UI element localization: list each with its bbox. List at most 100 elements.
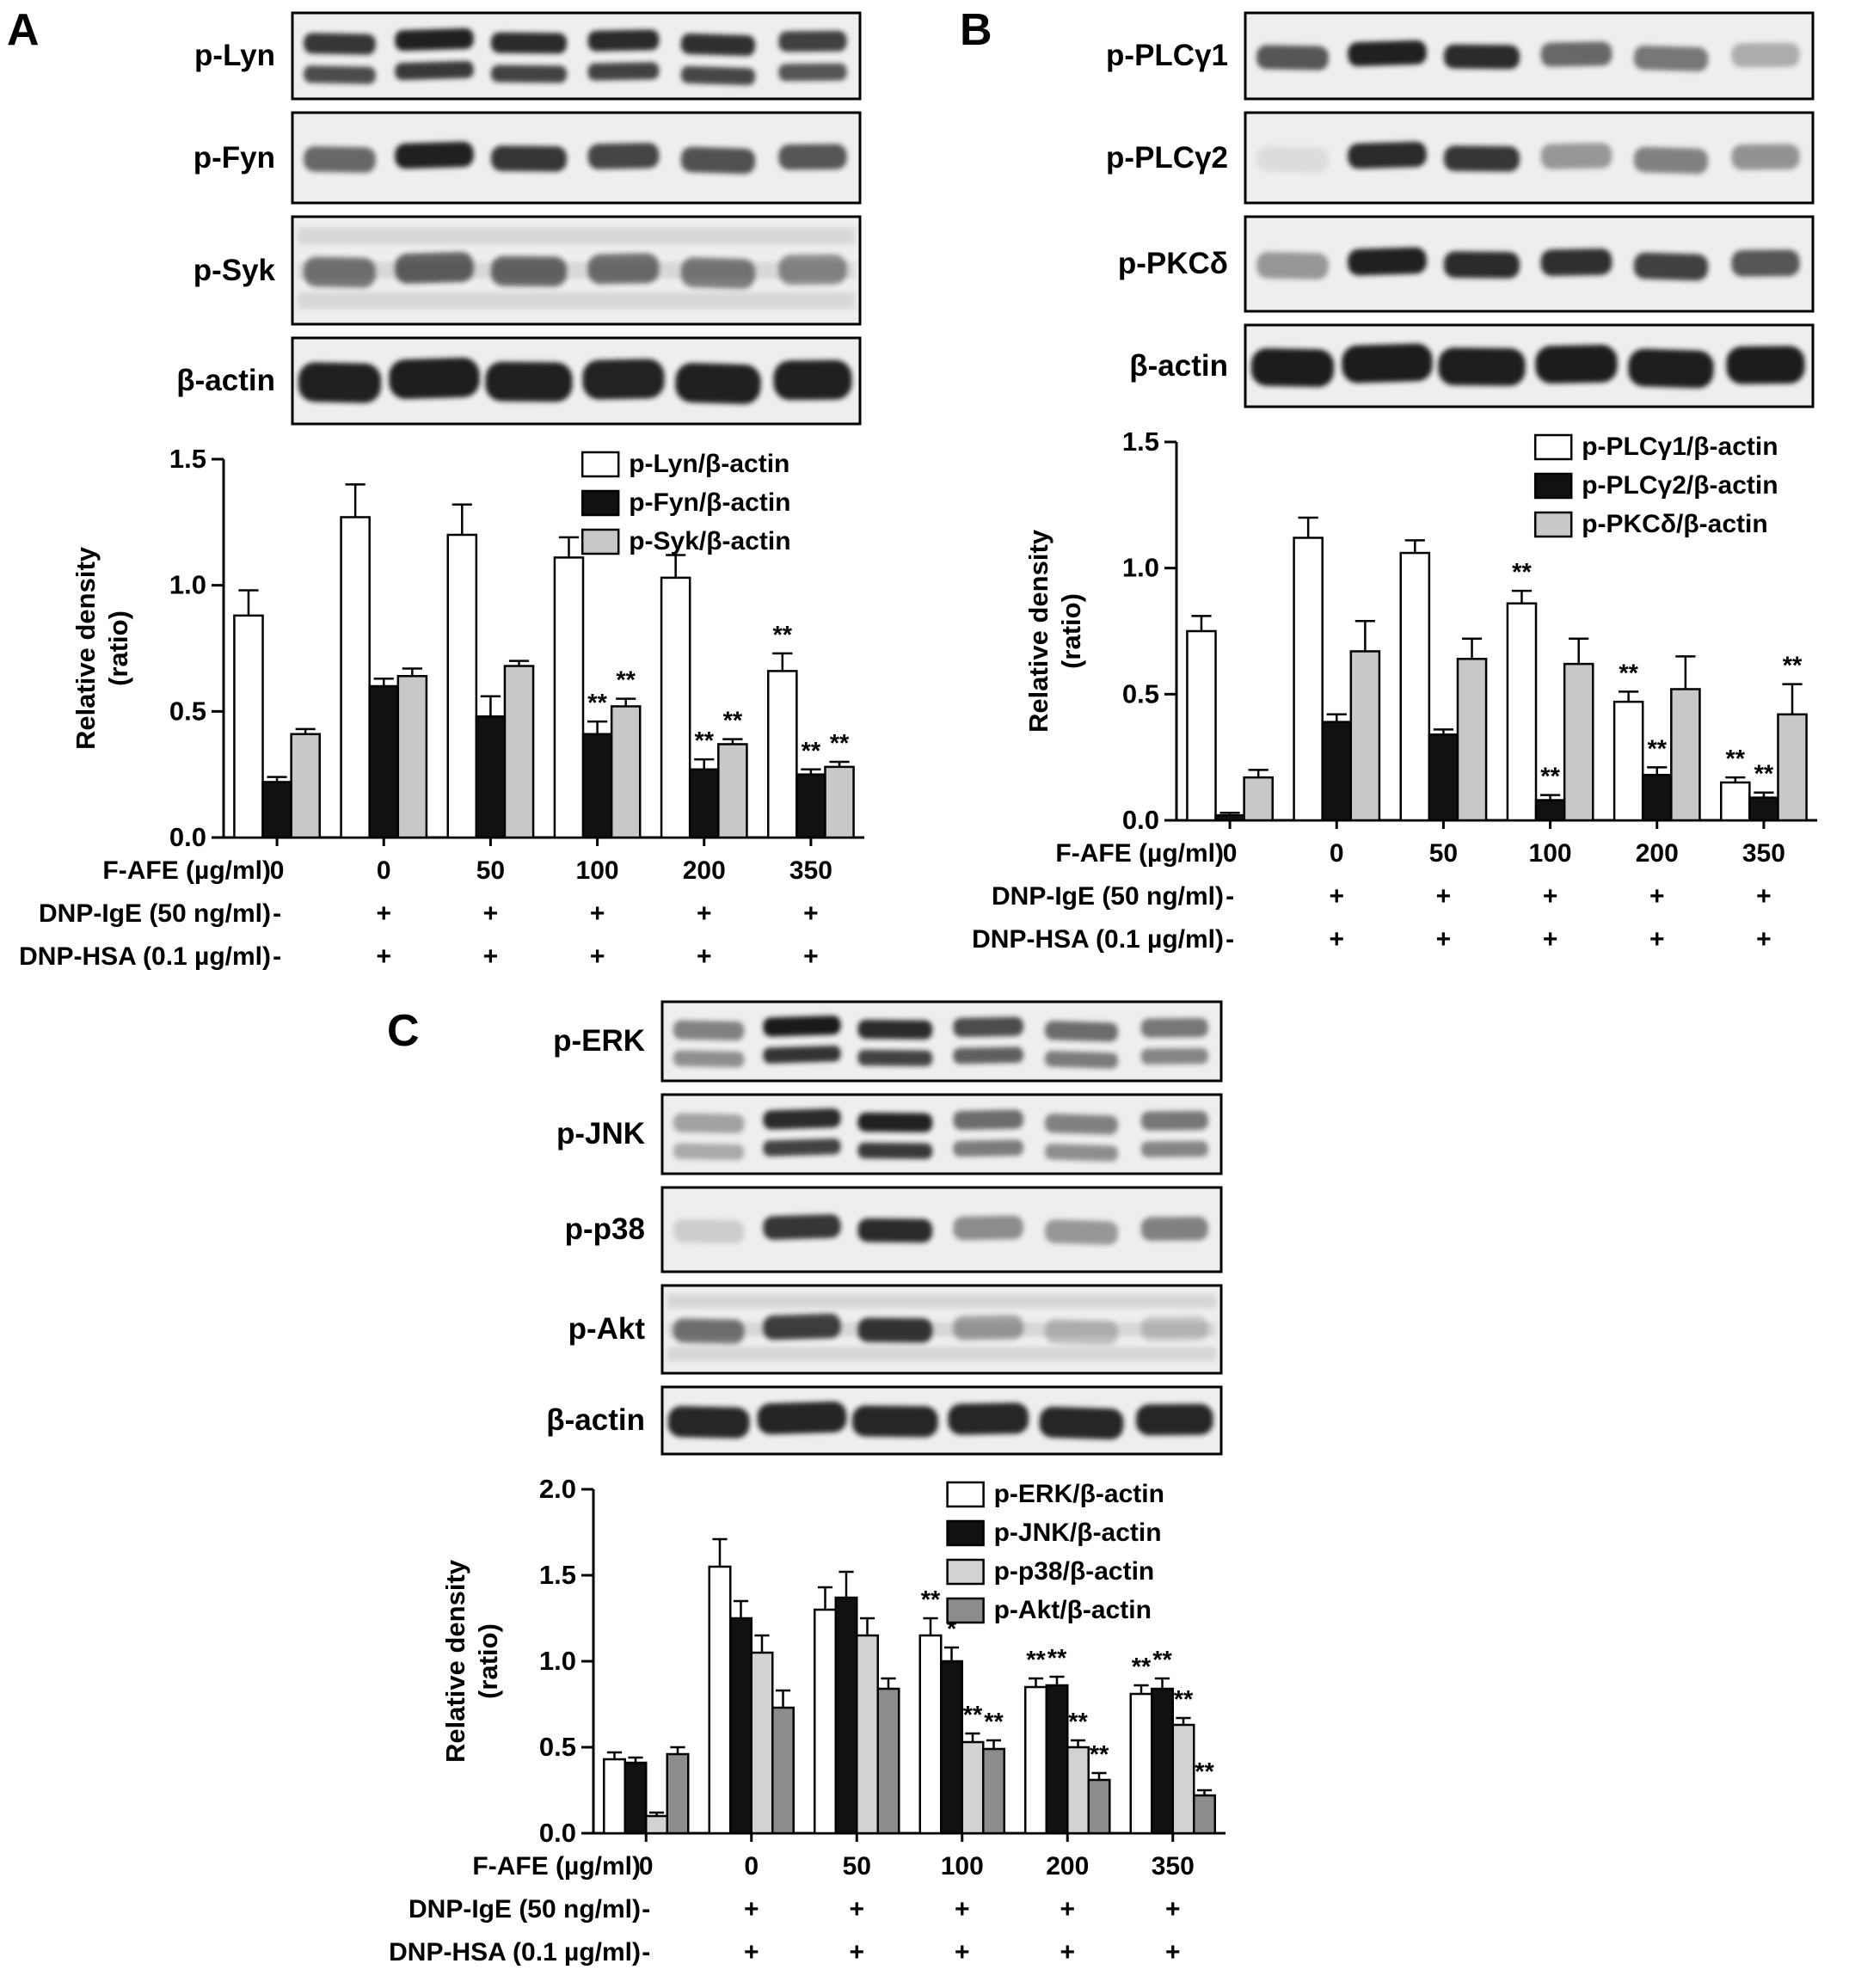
significance-marker: **: [1026, 1647, 1046, 1674]
blot-row: β-actin: [17, 336, 886, 426]
blot-band: [1135, 1403, 1213, 1436]
blot-smear: [298, 291, 855, 310]
significance-marker: **: [1132, 1654, 1152, 1681]
blot-smear: [667, 1322, 1216, 1337]
bar: [1045, 1684, 1069, 1835]
treatment-value: +: [955, 1895, 970, 1924]
treatment-value: 50: [1429, 839, 1458, 868]
significance-marker: **: [1512, 559, 1532, 586]
blot-row: p-Syk: [17, 215, 886, 326]
treatment-value: -: [273, 942, 281, 971]
blot-band: [587, 62, 660, 81]
blot-label: p-ERK: [553, 1024, 645, 1058]
bar-chart-c: 0.0 0.5 1.0 1.5 2.0 Relative density (ratio) **…: [389, 1474, 1226, 1967]
blot-band: [1438, 347, 1526, 386]
bar: [1777, 713, 1808, 822]
blot-band: [773, 359, 852, 401]
blot-band: [673, 1143, 745, 1161]
treatment-value: +: [1329, 925, 1344, 954]
blot-frame: [291, 111, 862, 205]
blot-frame: [291, 11, 862, 101]
y-tick-label: 0.0: [1122, 805, 1159, 835]
blot-frame: [1244, 323, 1815, 408]
bar: [1456, 658, 1488, 822]
blot-band: [673, 1050, 745, 1068]
bar: [396, 675, 428, 839]
treatment-value: 0: [377, 856, 391, 885]
bar: [771, 1706, 795, 1835]
significance-marker: **: [1195, 1758, 1214, 1786]
blot-band: [1633, 46, 1709, 71]
blot-band: [757, 1401, 847, 1435]
treatment-value: +: [1165, 1895, 1181, 1924]
blot-band: [673, 1020, 745, 1040]
bar: [940, 1660, 963, 1835]
blot-image: [1244, 215, 1815, 313]
bar: [1641, 773, 1673, 822]
blot-row: p-Akt: [387, 1284, 1247, 1375]
legend-label: p-PKCδ/β-actin: [1582, 510, 1768, 538]
blot-band: [490, 32, 568, 54]
bar: [446, 533, 478, 839]
bar: [824, 765, 855, 839]
bar: [475, 715, 507, 839]
treatment-value: -: [1226, 882, 1234, 911]
blot-row: β-actin: [387, 1385, 1247, 1456]
blot-band: [1044, 1219, 1119, 1245]
blot-band: [395, 60, 474, 81]
bar: [814, 1608, 837, 1835]
bar: [1349, 650, 1381, 822]
treatment-value: +: [1060, 1938, 1075, 1967]
blot-band: [304, 65, 376, 84]
blot-band: [1348, 141, 1427, 169]
blot-band: [1256, 251, 1329, 280]
treatment-value: -: [642, 1938, 650, 1967]
blot-band: [304, 33, 376, 55]
treatment-row-label: F-AFE (µg/ml): [102, 856, 271, 885]
treatment-value: 200: [1636, 839, 1679, 868]
significance-marker: **: [802, 738, 821, 765]
treatment-value: 0: [270, 856, 285, 885]
treatment-value: +: [1329, 882, 1344, 911]
legend-swatch: [580, 451, 620, 478]
blot-band: [673, 1318, 745, 1344]
blot-band: [1540, 143, 1612, 169]
y-tick-label: 1.0: [169, 570, 206, 600]
blot-image: [291, 11, 862, 101]
blot-band: [1628, 348, 1714, 389]
bar: [503, 665, 535, 839]
blot-frame: [291, 336, 862, 426]
legend-label: p-Akt/β-actin: [994, 1596, 1152, 1624]
bar: [581, 733, 613, 839]
blot-band: [763, 1138, 841, 1157]
blot-band: [763, 1214, 841, 1240]
blot-band: [395, 252, 474, 284]
blot-band: [680, 33, 756, 57]
blot-label: p-PLCγ2: [1106, 140, 1228, 175]
significance-marker: **: [723, 708, 743, 735]
treatment-value: +: [744, 1938, 759, 1967]
blot-row: p-Lyn: [17, 11, 886, 101]
bar: [1428, 733, 1459, 822]
blot-band: [1140, 1047, 1208, 1065]
blot-band: [1140, 1316, 1208, 1341]
blot-row: p-ERK: [387, 1000, 1247, 1083]
bar: [1129, 1692, 1153, 1835]
legend-swatch: [1533, 511, 1573, 538]
bar: [876, 1687, 900, 1835]
treatment-value: +: [1543, 882, 1558, 911]
treatment-row-label: DNP-HSA (0.1 µg/ml): [389, 1938, 641, 1967]
treatment-value: -: [1226, 925, 1234, 954]
y-tick-label: 1.5: [539, 1560, 576, 1590]
blot-image: [660, 1000, 1223, 1083]
significance-marker: **: [963, 1702, 983, 1729]
blot-smear: [298, 261, 855, 279]
y-tick-label: 0.5: [1122, 678, 1159, 709]
y-tick-label: 0.0: [539, 1818, 576, 1848]
y-tick-label: 1.5: [169, 444, 206, 474]
bar: [1186, 629, 1217, 822]
blot-smear: [667, 1347, 1216, 1361]
blot-stack-a: p-Lyn p-Fyn p-Syk β-actin: [17, 11, 886, 426]
significance-marker: **: [1047, 1645, 1067, 1672]
blot-label: p-PKCδ: [1117, 247, 1228, 280]
